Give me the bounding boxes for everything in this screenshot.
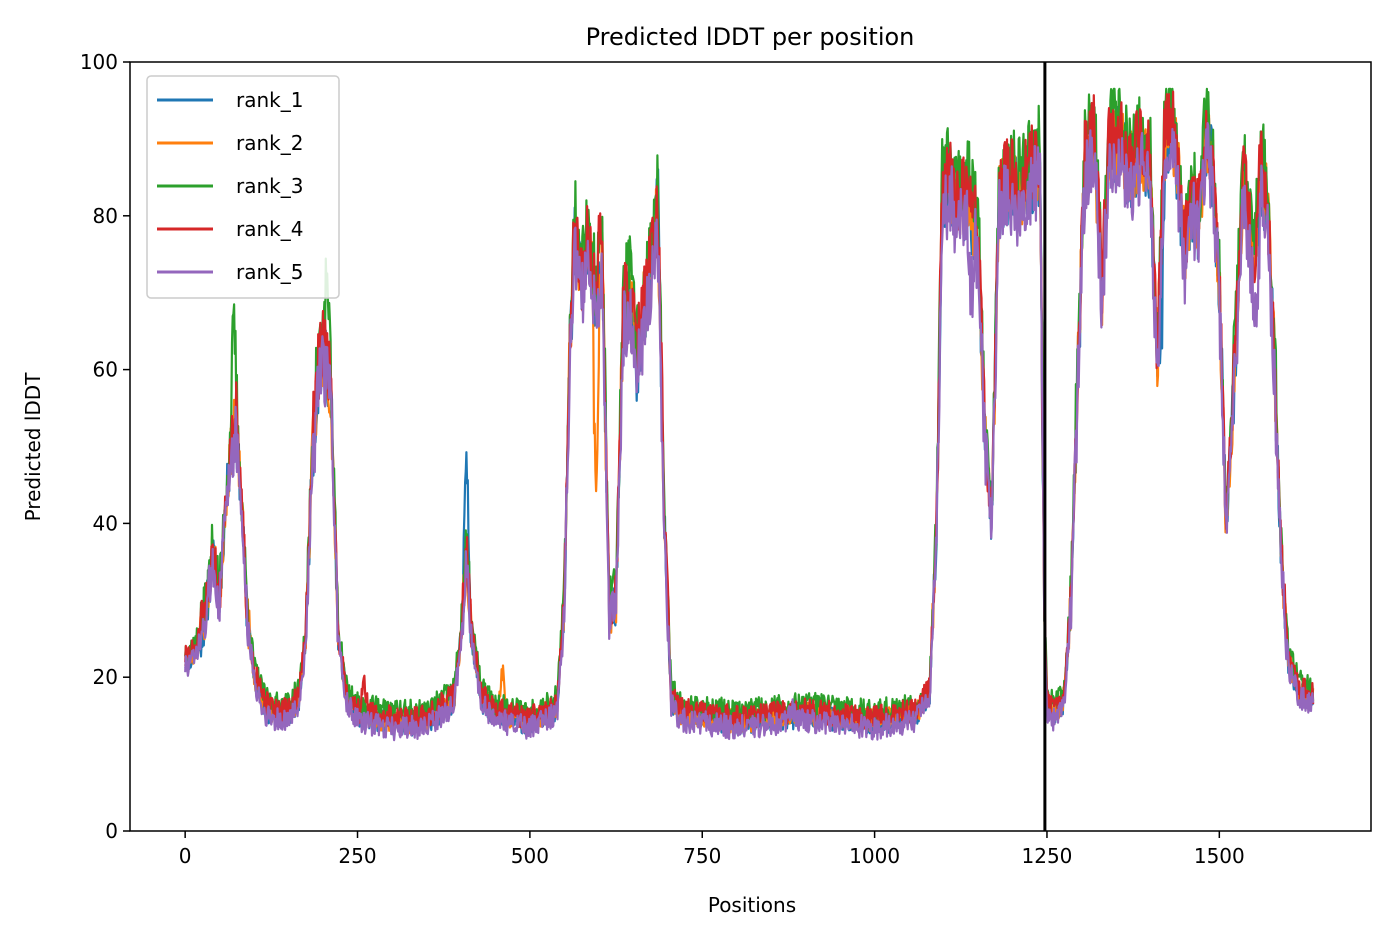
x-axis: 0 250 500 750 1000 1250 1500 — [179, 831, 1245, 868]
y-tick-label: 100 — [80, 50, 118, 74]
legend-label-rank_5: rank_5 — [236, 260, 303, 284]
x-axis-label: Positions — [708, 893, 796, 917]
legend: rank_1 rank_2 rank_3 rank_4 rank_5 — [146, 75, 340, 299]
x-tick-label: 0 — [179, 844, 192, 868]
series-group — [184, 87, 1315, 742]
y-tick-label: 80 — [93, 204, 118, 228]
legend-label-rank_3: rank_3 — [236, 174, 303, 198]
y-tick-label: 20 — [93, 665, 118, 689]
x-tick-label: 250 — [338, 844, 376, 868]
legend-label-rank_1: rank_1 — [236, 88, 303, 112]
plot-frame — [129, 61, 1372, 832]
y-tick-label: 0 — [105, 819, 118, 843]
y-tick-label: 40 — [93, 511, 118, 535]
legend-label-rank_4: rank_4 — [236, 217, 303, 241]
legend-label-rank_2: rank_2 — [236, 131, 303, 155]
series-line-rank_2 — [184, 99, 1315, 735]
y-tick-label: 60 — [93, 358, 118, 382]
legend-box — [146, 75, 340, 299]
x-tick-label: 1250 — [1022, 844, 1073, 868]
x-tick-label: 1000 — [849, 844, 900, 868]
x-tick-label: 1500 — [1194, 844, 1245, 868]
chart-title: Predicted lDDT per position — [586, 23, 915, 51]
x-tick-label: 750 — [683, 844, 721, 868]
series-line-rank_1 — [184, 101, 1314, 737]
y-axis-label: Predicted lDDT — [21, 372, 45, 522]
series-line-rank_5 — [184, 121, 1315, 742]
y-axis: 0 20 40 60 80 100 — [80, 50, 130, 843]
x-tick-label: 500 — [511, 844, 549, 868]
